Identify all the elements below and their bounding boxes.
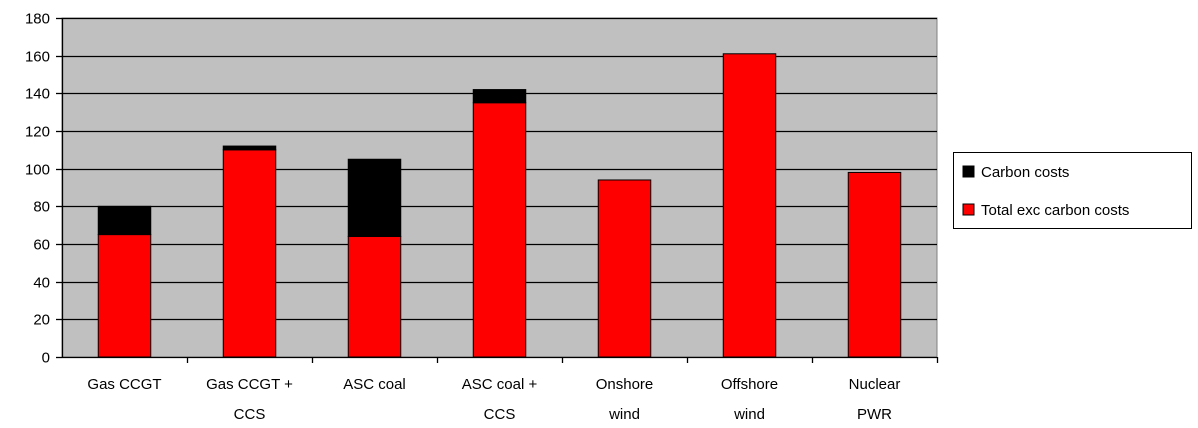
bar-segment — [222, 149, 277, 358]
y-tick-label: 120 — [25, 124, 50, 141]
x-tick-label: Gas CCGT + CCS — [206, 376, 293, 423]
bar-segment — [472, 89, 527, 104]
bar-segment — [347, 235, 402, 358]
bar-segment — [722, 53, 777, 358]
x-tick-label: Onshore wind — [596, 376, 654, 423]
y-tick-label: 100 — [25, 162, 50, 179]
y-tick-label: 180 — [25, 11, 50, 28]
bar-segment — [347, 158, 402, 237]
legend-box — [953, 152, 1192, 229]
x-tick-label: Nuclear PWR — [849, 376, 901, 423]
bar-segment — [847, 171, 902, 358]
x-tick-label: ASC coal — [343, 376, 406, 393]
y-tick-label: 140 — [25, 86, 50, 103]
bar-segment — [97, 205, 152, 236]
y-tick-label: 60 — [33, 237, 50, 254]
legend-swatch — [962, 165, 975, 178]
bar-segment — [472, 102, 527, 358]
y-tick-label: 80 — [33, 199, 50, 216]
y-tick-label: 0 — [42, 350, 50, 367]
legend: Carbon costs Total exc carbon costs — [953, 152, 1192, 229]
legend-label: Carbon costs — [981, 164, 1069, 181]
y-tick-label: 40 — [33, 275, 50, 292]
bar-segment — [222, 145, 277, 151]
axis-labels: 0 20 40 60 80 100 120 140 160 180 Gas CCGT Gas CCGT… — [25, 11, 900, 424]
y-tick-label: 20 — [33, 312, 50, 329]
bar-segment — [97, 234, 152, 358]
bars — [97, 53, 902, 358]
y-tick-label: 160 — [25, 49, 50, 66]
legend-label: Total exc carbon costs — [981, 202, 1129, 219]
x-tick-label: ASC coal + CCS — [462, 376, 538, 423]
x-tick-label: Offshore wind — [721, 376, 778, 423]
bar-segment — [597, 179, 652, 358]
x-tick-label: Gas CCGT — [87, 376, 161, 393]
legend-swatch — [962, 203, 975, 216]
